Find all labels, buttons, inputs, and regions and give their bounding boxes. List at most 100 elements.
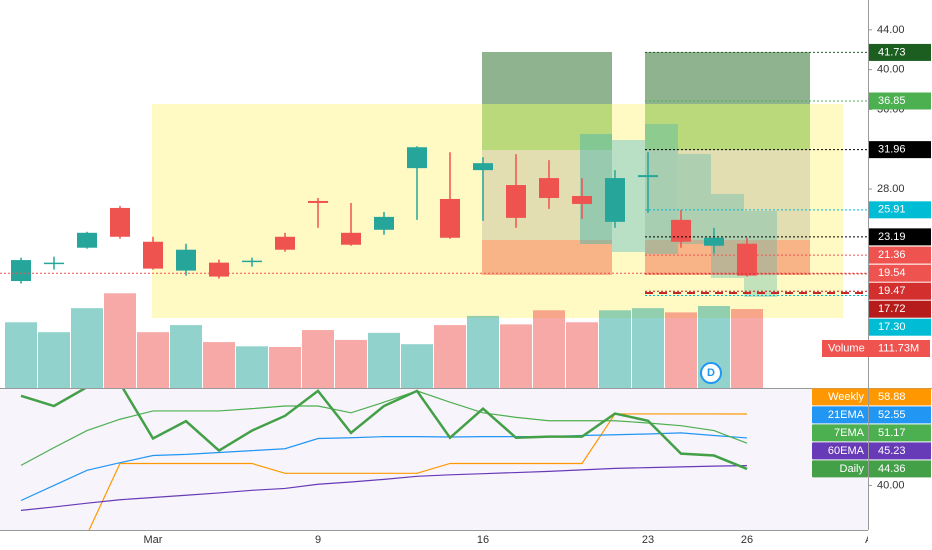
x-tick-label: Mar — [144, 534, 163, 546]
candle-body — [638, 175, 658, 178]
price-label-bg — [869, 141, 931, 159]
target-zone — [645, 104, 810, 150]
candle-body — [539, 178, 559, 198]
target-zone — [482, 52, 612, 104]
indicator-lines — [20, 389, 748, 530]
price-label-bg — [869, 300, 931, 318]
x-tick-label: 9 — [315, 534, 321, 546]
marker-text: D — [707, 367, 715, 379]
price-label-bg — [869, 318, 931, 336]
indicator-label-bg — [812, 460, 868, 478]
volume-bar — [500, 324, 532, 388]
y-tick-label: 40.00 — [877, 64, 905, 76]
price-label-bg — [869, 228, 931, 246]
price-label: 19.47 — [878, 285, 906, 297]
price-label-bg — [869, 43, 931, 61]
indicator-pane — [0, 389, 868, 530]
volume-bar — [203, 342, 235, 388]
labels: 41.73 36.85 31.96 25.91 23.19 21.36 19.54 19.47… — [812, 43, 931, 478]
indicator-label-bg — [812, 388, 868, 406]
volume-bar — [335, 339, 367, 388]
volume-bar — [5, 322, 37, 388]
candles — [11, 146, 757, 284]
candle-body — [407, 147, 427, 169]
indicator-line — [20, 390, 748, 466]
volume-bar — [731, 309, 763, 388]
candle-body — [242, 260, 262, 263]
indicator-line — [20, 389, 748, 471]
volume-name: Volume — [828, 342, 865, 354]
dividend-marker[interactable] — [700, 362, 722, 384]
price-label: 23.19 — [878, 231, 906, 243]
indicator-value: 58.88 — [878, 391, 906, 403]
candle-body — [440, 198, 460, 238]
candle-body — [11, 260, 31, 282]
indicator-line — [20, 465, 748, 511]
volume-bar — [104, 293, 136, 388]
volume-bar — [665, 312, 697, 388]
volume-bar — [632, 308, 664, 388]
indicator-value: 52.55 — [878, 409, 906, 421]
candle-body — [143, 241, 163, 269]
indicator-label-value-bg — [869, 460, 931, 478]
indicator-line — [20, 432, 748, 502]
volume-bar — [269, 347, 301, 388]
y-tick-label: 44.00 — [877, 24, 905, 36]
price-label: 21.36 — [878, 249, 906, 261]
indicator-label-bg — [812, 442, 868, 460]
candle-body — [275, 236, 295, 250]
stop-zone — [645, 240, 810, 275]
candle-body — [704, 237, 724, 246]
indicator-label-value-bg — [869, 406, 931, 424]
candle-body — [605, 178, 625, 222]
volume-value: 111.73M — [878, 342, 919, 354]
x-tick-label: 23 — [642, 534, 654, 546]
volume-bar — [71, 308, 103, 388]
indicator-value: 44.36 — [878, 463, 906, 475]
candle-body — [374, 216, 394, 230]
drawings — [152, 52, 868, 318]
volume-bar — [302, 330, 334, 388]
candle-body — [176, 249, 196, 271]
volume-bar — [401, 344, 433, 388]
x-tick-label: A — [865, 534, 873, 546]
candle-body — [77, 232, 97, 248]
price-label: 17.30 — [878, 321, 906, 333]
price-label: 17.72 — [878, 303, 906, 315]
price-label: 41.73 — [878, 46, 906, 58]
legend-label: 21EMA — [828, 409, 865, 421]
volume-bars — [5, 293, 763, 388]
legend-label: 60EMA — [828, 445, 865, 457]
volume-bar — [236, 346, 268, 388]
volume-bar — [533, 310, 565, 388]
price-label-bg — [869, 92, 931, 110]
volume-bar — [434, 325, 466, 388]
candle-body — [506, 185, 526, 218]
indicator-label-value-bg — [869, 424, 931, 442]
candle-body — [44, 262, 64, 265]
price-label: 25.91 — [878, 204, 906, 216]
price-label-bg — [869, 201, 931, 219]
legend-label: Weekly — [828, 391, 864, 403]
candle-body — [110, 207, 130, 237]
legend-label: 7EMA — [834, 427, 865, 439]
candle-body — [209, 262, 229, 277]
volume-bar — [368, 332, 400, 388]
volume-bar — [170, 325, 202, 388]
candle-body — [572, 195, 592, 204]
price-label-bg — [869, 282, 931, 300]
stop-zone — [482, 240, 612, 275]
x-tick-label: 26 — [741, 534, 753, 546]
price-label-bg — [869, 264, 931, 282]
volume-label-bg — [822, 340, 930, 357]
volume-bar — [467, 315, 499, 388]
candle-body — [671, 219, 691, 242]
legend-label: Daily — [840, 463, 865, 475]
volume-bar — [38, 332, 70, 388]
volume-bar — [599, 310, 631, 388]
indicator-label-bg — [812, 424, 868, 442]
y-tick-label: 40.00 — [877, 479, 905, 491]
price-label: 19.54 — [878, 267, 906, 279]
price-label-bg — [869, 246, 931, 264]
